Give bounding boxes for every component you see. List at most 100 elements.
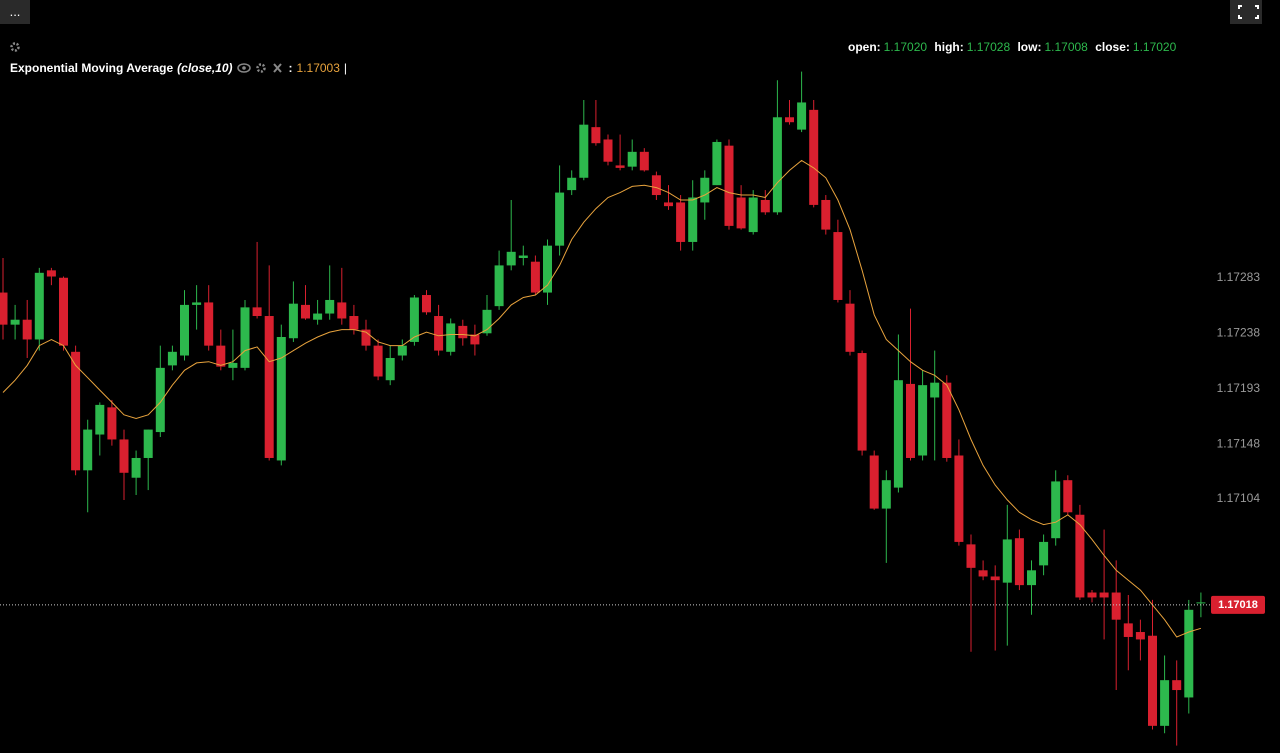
candle-body [264,316,274,458]
candle-body [869,455,879,509]
candle-body [119,439,129,473]
candle-body [712,141,722,186]
candle-body [1160,680,1170,726]
candle-body [772,117,782,213]
gear-icon[interactable] [10,42,20,52]
candle-body [131,457,141,478]
candle-body [434,316,444,351]
legend-label: high: [934,40,964,54]
candle-body [724,145,734,226]
candle-body [785,117,794,123]
cursor: | [343,61,348,75]
candle-body [192,302,202,305]
fullscreen-button[interactable] [1230,0,1262,24]
candle-body [83,429,93,471]
menu-button[interactable]: ... [0,0,30,24]
candle-body [506,251,516,266]
candle-body [797,102,807,130]
y-tick-label: 1.17104 [1217,491,1261,505]
indicator-value: 1.17003 [296,61,340,75]
candle-body [966,544,976,568]
candle-body [906,383,915,458]
candle-body [1135,632,1145,640]
candle-body [615,165,625,168]
candle-body [857,353,867,451]
candle-body [34,272,44,340]
legend-value: 1.17008 [1044,40,1088,54]
candle-body [639,151,649,171]
candle-body [1063,480,1073,513]
candle-body [1172,680,1182,691]
candle-body [470,334,480,345]
candle-body [252,307,262,317]
candle-body [216,345,226,367]
candle-body [942,382,952,458]
candle-body [337,302,347,319]
y-tick-label: 1.17193 [1217,381,1261,395]
candle-body [555,192,565,246]
candle-body [930,382,940,398]
candle-body [1002,539,1012,583]
candle-body [240,307,250,368]
candle-body [760,199,770,213]
candle-body [155,367,165,433]
candle-body [1148,635,1157,726]
candle-body [1075,514,1085,598]
candle-body [1099,592,1109,598]
candle-body [288,303,298,339]
indicator-name: Exponential Moving Average [10,61,174,75]
candle-body [349,316,359,330]
candle-body [313,313,323,320]
candle-body [1027,570,1036,586]
candle-body [651,175,661,196]
close-icon[interactable] [272,63,282,73]
candle-body [518,255,528,258]
candle-body [579,124,589,178]
candle-body [71,351,81,471]
candle-body [688,197,698,242]
candle-body [1196,602,1206,604]
candle-body [494,265,504,307]
candle-body [1184,609,1194,698]
candle-body [167,351,177,366]
candle-body [845,303,855,352]
indicator-icons[interactable] [236,62,285,74]
candle-body [397,345,407,356]
candle-body [664,202,673,207]
candle-body [881,480,891,509]
settings-icon[interactable] [255,63,266,73]
ema-line [2,159,1202,638]
candle-body [373,345,383,377]
candle-body [422,295,431,313]
candle-body [627,151,637,167]
candle-body [954,455,964,542]
candle-body [821,199,831,230]
candle-body [918,385,928,456]
legend-label: low: [1017,40,1042,54]
legend-label: open: [848,40,881,54]
candle-body [46,270,56,277]
ohlc-legend: open: 1.17020 high: 1.17028 low: 1.17008 cl… [848,40,1180,54]
candle-body [530,261,540,293]
y-tick-label: 1.17148 [1217,437,1261,451]
candle-body [736,197,746,229]
eye-pupil [241,66,246,70]
candle-body [482,309,492,334]
candle-body [1051,481,1061,539]
candle-body [361,329,371,346]
candle-body [325,299,335,314]
candle-body [458,325,468,339]
eye-icon[interactable] [236,63,251,73]
candle-body [990,576,1000,581]
candle-body [446,323,456,352]
candle-body [409,297,419,342]
candle-body [385,357,395,381]
last-price-box [1211,595,1265,614]
candle-body [748,197,758,233]
fullscreen-icon[interactable] [1230,0,1262,24]
y-tick-label: 1.17238 [1217,325,1261,339]
candle-body [143,429,153,458]
candle-body [1087,592,1097,598]
